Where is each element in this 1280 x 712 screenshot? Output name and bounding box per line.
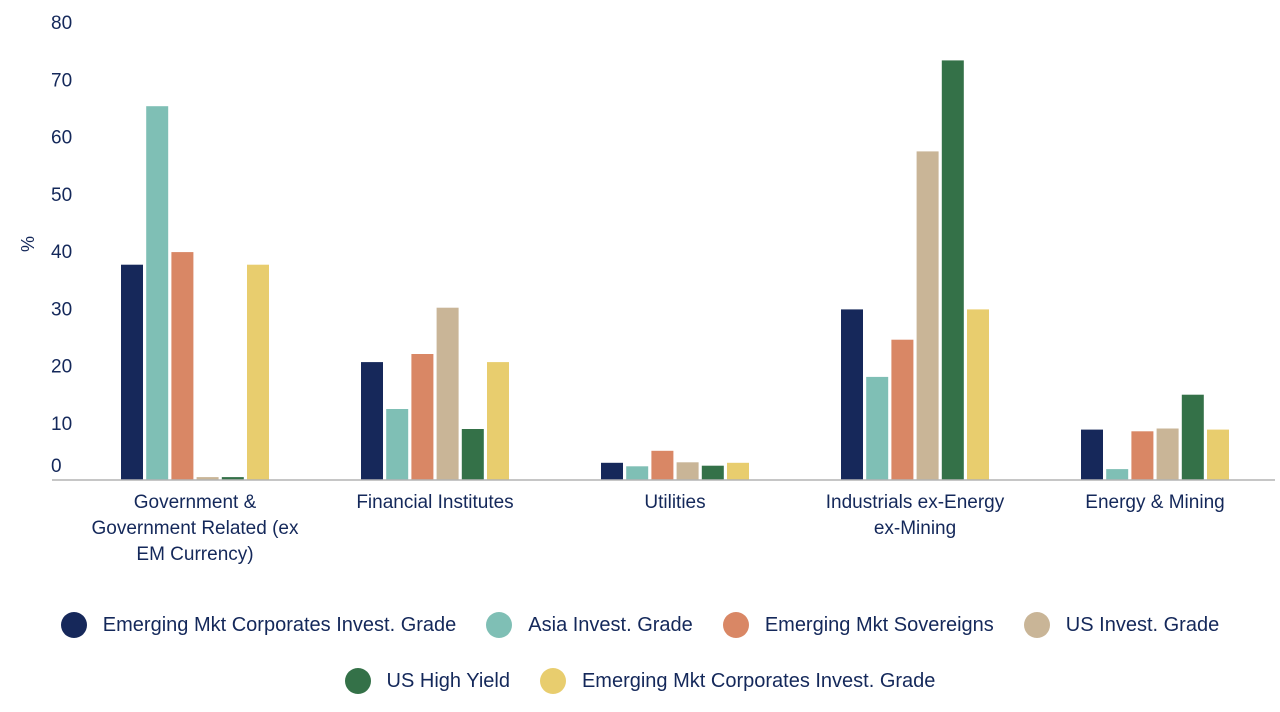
y-tick-label: 40 [51,242,72,263]
legend-item: US High Yield [344,668,510,694]
legend-label: Emerging Mkt Sovereigns [764,613,994,636]
legend-swatch [539,668,566,694]
bar-series-5-cat-2 [727,462,749,480]
bar-series-2-cat-0 [171,252,194,480]
bar-series-4-cat-3 [941,60,964,481]
bar-series-0-cat-1 [361,362,383,480]
bar-series-5-cat-3 [967,309,989,480]
legend-label: US Invest. Grade [1065,613,1220,636]
bar-series-4-cat-0 [221,477,244,480]
bar-series-0-cat-4 [1081,429,1103,480]
bar-series-2-cat-1 [411,354,434,480]
y-axis-ticks: 0 10 20 30 40 50 60 70 80 [51,13,72,477]
x-category-label: Government & Government Related (ex EM Cur… [92,492,299,565]
legend-item: Asia Invest. Grade [486,612,693,638]
legend-label: US High Yield [386,669,510,692]
y-tick-label: 60 [51,128,72,149]
x-category-label: Financial Institutes [356,492,513,513]
y-axis-label: % [18,236,38,252]
legend-row-2: US High Yield Emerging Mkt Corporates Inv… [0,668,1280,694]
legend-swatch [344,668,371,694]
bar-series-1-cat-0 [146,106,169,480]
y-tick-label: 20 [51,357,72,378]
bar-series-3-cat-1 [436,307,459,480]
bar-series-5-cat-1 [487,362,509,480]
y-tick-label: 50 [51,185,72,206]
bar-series-0-cat-3 [841,309,863,480]
bar-series-4-cat-1 [461,429,484,480]
legend-swatch [1023,612,1050,638]
bar-series-3-cat-2 [676,462,699,480]
legend-item: Emerging Mkt Sovereigns [722,612,994,638]
bars [121,60,1229,481]
legend-swatch [60,612,87,638]
x-category-label: Utilities [644,492,705,513]
bar-series-0-cat-0 [121,264,143,480]
y-tick-label: 10 [51,414,72,435]
legend-label: Emerging Mkt Corporates Invest. Grade [581,669,936,692]
bar-series-1-cat-4 [1106,469,1129,480]
bar-series-1-cat-3 [866,376,889,480]
x-category-label: Energy & Mining [1085,492,1224,513]
bar-series-3-cat-4 [1156,428,1179,480]
bar-series-2-cat-3 [891,339,914,480]
legend-swatch [486,612,513,638]
legend-swatch [722,612,749,638]
x-category-label: Industrials ex-Energy ex-Mining [826,492,1005,539]
bar-series-1-cat-1 [386,409,409,480]
bar-series-4-cat-2 [701,465,724,480]
category-labels: Government & Government Related (ex EM Cur… [92,492,1225,565]
legend-item: Emerging Mkt Corporates Invest. Grade [60,612,457,638]
bar-series-5-cat-0 [247,264,269,480]
y-tick-label: 70 [51,70,72,91]
legend-label: Emerging Mkt Corporates Invest. Grade [102,613,457,636]
bar-series-3-cat-3 [916,151,939,480]
bar-chart: 0 10 20 30 40 50 60 70 80 % Government & Governme… [18,13,1275,565]
legend-row-1: Emerging Mkt Corporates Invest. Grade Asi… [0,612,1280,638]
bar-series-5-cat-4 [1207,429,1229,480]
y-tick-label: 0 [51,456,62,477]
legend-item: Emerging Mkt Corporates Invest. Grade [539,668,936,694]
bar-series-2-cat-4 [1131,431,1154,480]
y-tick-label: 80 [51,13,72,34]
bar-series-1-cat-2 [626,466,649,480]
y-tick-label: 30 [51,299,72,320]
bar-series-0-cat-2 [601,462,623,480]
bar-series-3-cat-0 [196,477,219,480]
legend-label: Asia Invest. Grade [528,613,693,636]
bar-series-2-cat-2 [651,450,674,480]
bar-series-4-cat-4 [1181,394,1204,480]
legend-item: US Invest. Grade [1023,612,1220,638]
